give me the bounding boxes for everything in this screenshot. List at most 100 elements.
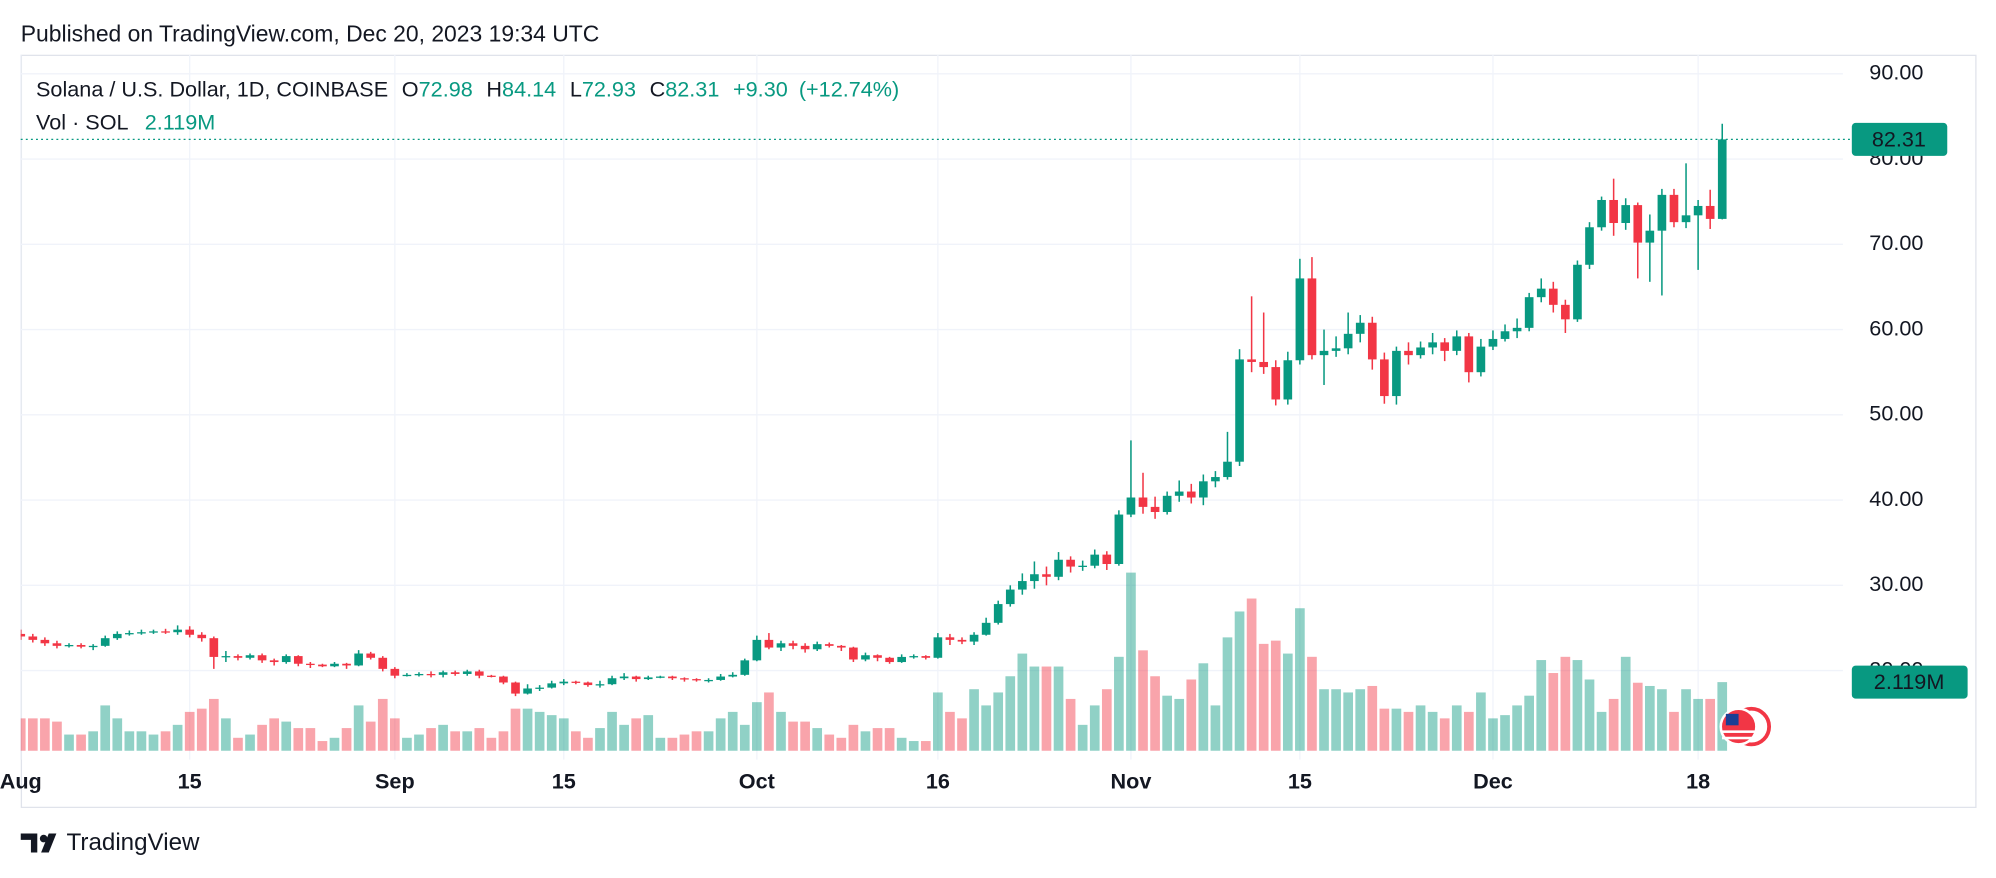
last-price-label: 82.31: [1872, 126, 1926, 151]
volume-bar: [1258, 643, 1269, 751]
candle-body: [125, 633, 134, 635]
candle-body: [1150, 506, 1160, 513]
candle-body: [1307, 278, 1317, 356]
candle-body: [1500, 331, 1510, 339]
x-tick-label: 15: [1288, 768, 1312, 793]
x-tick-label: Sep: [375, 768, 415, 793]
candle-body: [306, 663, 315, 666]
volume-bar: [908, 741, 919, 751]
x-tick-label: 18: [1686, 768, 1710, 793]
volume-bar: [1632, 682, 1643, 751]
volume-bar: [281, 721, 292, 751]
candle-body: [1717, 139, 1727, 219]
candle-body: [800, 645, 810, 650]
candle-body: [40, 639, 50, 644]
volume-bar: [1488, 718, 1498, 751]
candle-body: [1042, 574, 1051, 577]
symbol-title: Solana / U.S. Dollar, 1D, COINBASE: [36, 76, 388, 101]
candle-body: [1621, 205, 1631, 224]
candle-body: [1524, 297, 1534, 328]
volume-bar: [1065, 698, 1076, 751]
volume-bar: [1367, 685, 1378, 751]
volume-bar: [257, 724, 267, 751]
candle-body: [112, 633, 122, 639]
volume-bar: [776, 711, 786, 751]
candle-body: [885, 657, 894, 663]
candle-body: [1585, 227, 1594, 265]
volume-bar: [402, 737, 412, 751]
volume-bar: [1138, 650, 1148, 751]
volume-bar: [148, 734, 159, 751]
candle-body: [1669, 194, 1679, 223]
candle-body: [1428, 342, 1437, 348]
volume-bar: [414, 734, 424, 751]
volume-bar: [884, 728, 895, 751]
candle-body: [293, 656, 303, 664]
candle-body: [52, 643, 62, 646]
candle-body: [1705, 205, 1715, 219]
candle-body: [812, 644, 822, 650]
high-value: 84.14: [502, 76, 556, 101]
candle-body: [438, 672, 448, 675]
candle-body: [692, 679, 701, 681]
volume-bar: [1101, 689, 1112, 751]
volume-bar: [196, 708, 207, 751]
volume-bar: [667, 737, 678, 751]
volume-bar: [1077, 724, 1088, 751]
candle-body: [1657, 194, 1667, 231]
x-tick-label: 16: [926, 768, 950, 793]
volume-bar: [1681, 689, 1691, 751]
volume-bar: [1295, 608, 1305, 751]
x-tick-label: Aug: [0, 768, 42, 793]
volume-bar: [1476, 692, 1486, 751]
last-volume-label: 2.119M: [1874, 669, 1945, 694]
candle-body: [716, 676, 725, 680]
y-tick-label: 90.00: [1869, 60, 1923, 85]
ohlc-letter: L: [570, 76, 582, 101]
volume-bar: [764, 692, 774, 751]
candle-body: [499, 676, 508, 683]
candle-body: [1271, 367, 1281, 400]
volume-bar: [184, 711, 195, 751]
candle-body: [257, 655, 267, 661]
candle-body: [1331, 348, 1341, 351]
candle-body: [643, 677, 653, 680]
volume-bar: [1017, 653, 1028, 751]
candle-body: [269, 660, 279, 663]
candle-body: [414, 673, 424, 676]
volume-bar: [293, 728, 304, 751]
open-value: 72.98: [419, 76, 473, 101]
candle-body: [1174, 491, 1184, 496]
volume-bar: [329, 737, 340, 751]
candle-body: [1030, 574, 1039, 582]
candle-body: [1162, 495, 1172, 513]
volume-bar: [136, 731, 147, 751]
last-volume-badge: [1851, 665, 1968, 699]
volume-bar: [389, 718, 400, 751]
legend: Solana / U.S. Dollar, 1D, COINBASE O72.9…: [36, 76, 899, 101]
volume-bar: [981, 705, 991, 751]
volume-bar: [1572, 660, 1583, 751]
candle-body: [1681, 215, 1691, 223]
candle-body: [1078, 565, 1087, 567]
candle-body: [462, 671, 472, 674]
volume-bar: [462, 731, 473, 751]
volume-bar: [438, 724, 448, 751]
volume-bar: [1307, 656, 1317, 751]
candle-body: [583, 682, 593, 686]
candle-body: [426, 673, 436, 676]
last-price-badge: [1851, 122, 1948, 156]
candle-body: [318, 664, 327, 667]
volume-pane: [20, 572, 1728, 751]
candle-body: [969, 634, 979, 642]
volume-bar: [353, 705, 364, 751]
brand-name: TradingView: [67, 829, 200, 856]
volume-bar: [703, 731, 714, 751]
candle-body: [1114, 514, 1124, 565]
candle-body: [161, 631, 170, 633]
candle-body: [559, 681, 569, 684]
volume-bar: [1186, 679, 1197, 751]
volume-bar: [1463, 711, 1474, 751]
volume-legend: Vol · SOL 2.119M: [36, 109, 215, 134]
candle-body: [1211, 477, 1220, 482]
